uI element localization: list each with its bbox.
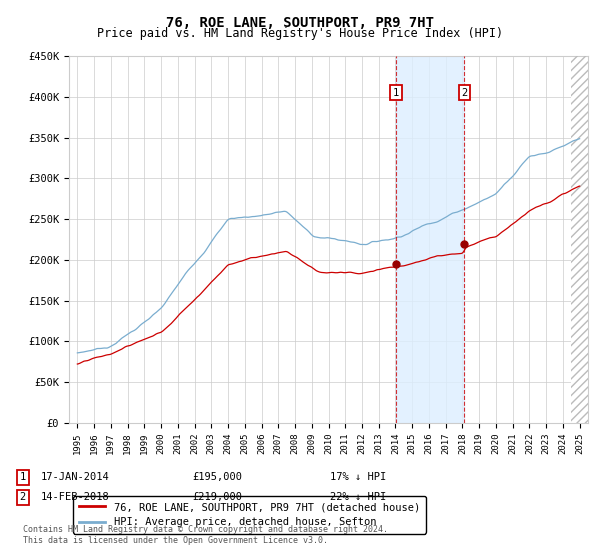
Text: 76, ROE LANE, SOUTHPORT, PR9 7HT: 76, ROE LANE, SOUTHPORT, PR9 7HT — [166, 16, 434, 30]
Bar — [396, 56, 464, 423]
Bar — [571, 56, 600, 423]
Text: Contains HM Land Registry data © Crown copyright and database right 2024.
This d: Contains HM Land Registry data © Crown c… — [23, 525, 388, 545]
Text: 17% ↓ HPI: 17% ↓ HPI — [330, 472, 386, 482]
Text: 1: 1 — [20, 472, 26, 482]
Text: 2: 2 — [461, 88, 467, 97]
Text: 17-JAN-2014: 17-JAN-2014 — [41, 472, 110, 482]
Legend: 76, ROE LANE, SOUTHPORT, PR9 7HT (detached house), HPI: Average price, detached : 76, ROE LANE, SOUTHPORT, PR9 7HT (detach… — [73, 496, 426, 534]
Text: £219,000: £219,000 — [192, 492, 242, 502]
Bar — [571, 56, 600, 423]
Text: £195,000: £195,000 — [192, 472, 242, 482]
Text: 14-FEB-2018: 14-FEB-2018 — [41, 492, 110, 502]
Text: 22% ↓ HPI: 22% ↓ HPI — [330, 492, 386, 502]
Text: 2: 2 — [20, 492, 26, 502]
Text: Price paid vs. HM Land Registry's House Price Index (HPI): Price paid vs. HM Land Registry's House … — [97, 27, 503, 40]
Text: 1: 1 — [393, 88, 399, 97]
